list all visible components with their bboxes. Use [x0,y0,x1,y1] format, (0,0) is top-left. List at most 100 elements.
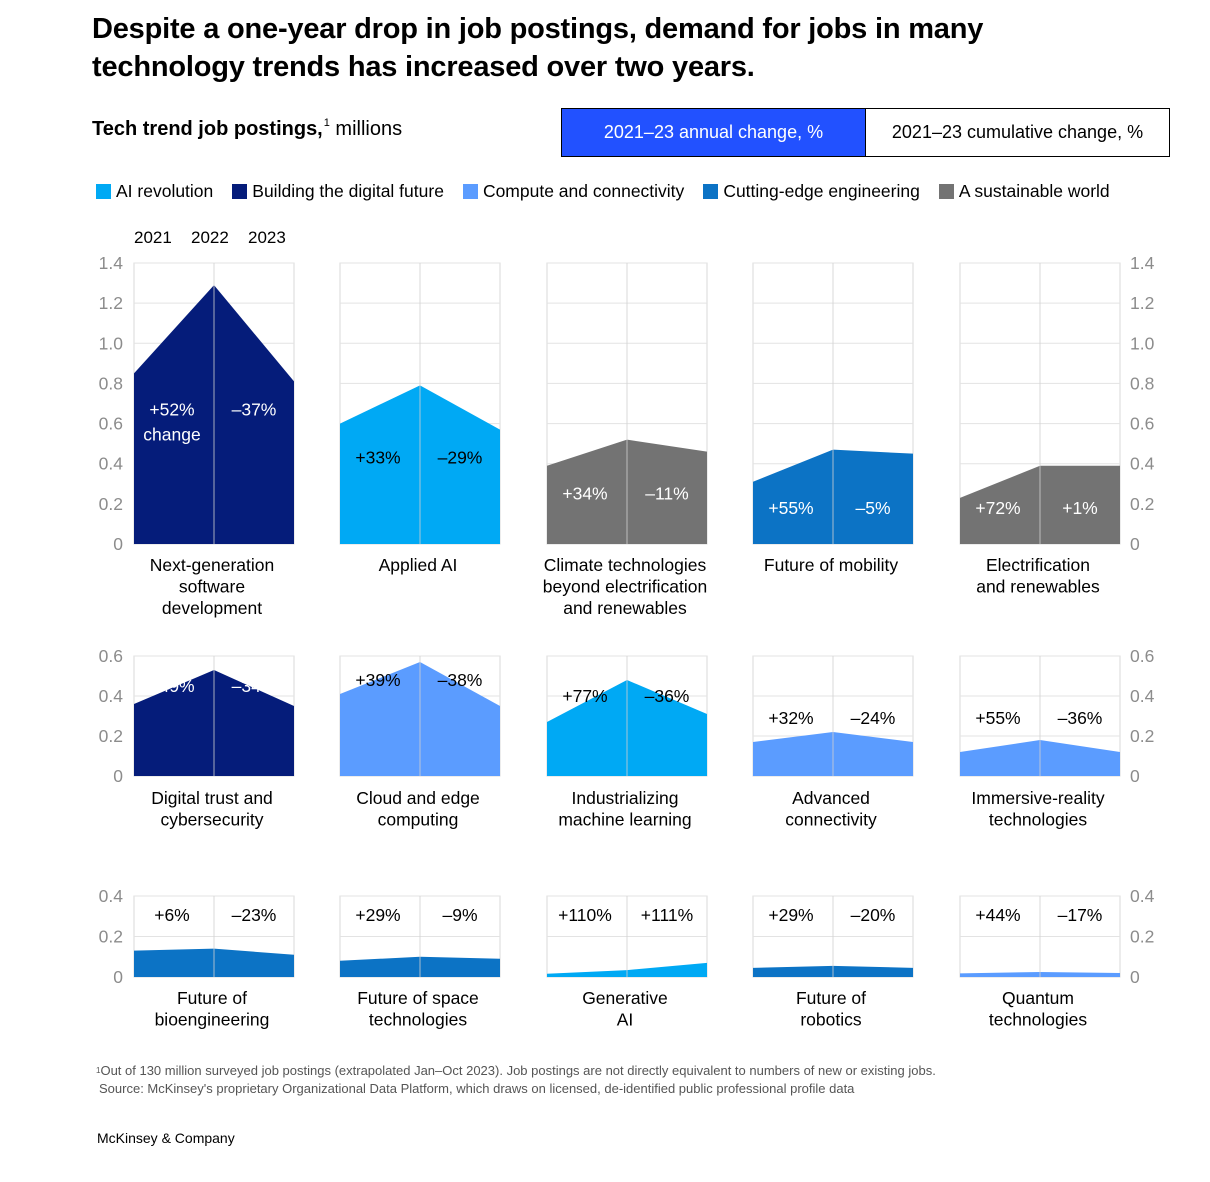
y-tick-label-right: 0.4 [1130,886,1155,906]
y-tick-label-right: 1.0 [1130,333,1155,353]
year-label-2022: 2022 [191,228,229,247]
legend-item-compute-connectivity: Compute and connectivity [462,181,685,202]
panel-name-label: cybersecurity [160,810,263,830]
y-tick-label-left: 0.2 [99,726,123,746]
change-label-2022-23: –9% [442,905,477,925]
change-label-2022-23: –11% [645,484,688,504]
panel-name-label: Future of space [357,988,479,1008]
change-label-2021-22: +72% [975,498,1020,518]
panel-name-label: machine learning [558,810,691,830]
change-label-2021-22: +29% [355,905,400,925]
y-tick-label-right: 1.2 [1130,293,1154,313]
legend: AI revolution Building the digital futur… [96,181,1129,202]
change-label-2021-22: +44% [975,905,1020,925]
panel-name-label: software [179,577,245,597]
panel-name-label: Quantum [1002,988,1074,1008]
y-tick-label-left: 0.4 [99,454,124,474]
legend-item-ai-revolution: AI revolution [96,181,213,202]
panel-name-label: Advanced [792,788,870,808]
change-label-2021-22: +39% [355,670,400,690]
y-tick-label-right: 0.8 [1130,373,1154,393]
change-label-2021-22: +32% [768,708,813,728]
y-tick-label-right: 1.4 [1130,253,1155,273]
y-tick-label-left: 0.6 [99,414,123,434]
change-label-2021-22: +29% [768,905,813,925]
change-label-2022-23: +111% [641,905,693,925]
change-label-2022-23: –5% [855,498,890,518]
change-label-2021-22: +77% [562,686,607,706]
area-generative-ai [547,962,707,977]
y-tick-label-left: 1.2 [99,293,123,313]
legend-item-sustainable-world: A sustainable world [938,181,1110,202]
change-label-2022-23: –38% [438,670,483,690]
change-label-2022-23: –20% [851,905,896,925]
panel-name-label: Future of [796,988,866,1008]
y-tick-label-right: 0.4 [1130,686,1155,706]
legend-item-building-digital-future: Building the digital future [232,181,444,202]
panel-name-label: AI [617,1010,634,1030]
panel-name-label: Electrification [986,555,1090,575]
legend-item-cutting-edge-engineering: Cutting-edge engineering [703,181,920,202]
panel-name-label: bioengineering [155,1010,270,1030]
y-tick-label-left: 0.2 [99,927,123,947]
footnote-line-1: 1Out of 130 million surveyed job posting… [96,1062,936,1080]
panel-name-label: computing [378,810,459,830]
y-tick-label-left: 0 [113,534,123,554]
brand-logo-text: McKinsey & Company [97,1130,235,1146]
small-multiples-chart: 0 0 0.2 0.2 0.4 0.4 0.6 0.6 0.8 0.8 1.0 1.0 1.2 1.2 1.… [99,253,1155,1030]
cumulative-change-button[interactable]: 2021–23 cumulative change, % [865,109,1169,156]
panel-name-label: technologies [989,810,1088,830]
panel-name-label: Digital trust and [151,788,273,808]
panel-name-label: robotics [800,1010,862,1030]
panel-name-label: and renewables [563,598,687,618]
panel-name-label: development [162,598,262,618]
change-label-2022-23: –29% [438,448,483,468]
change-label-2021-22: +34% [562,484,607,504]
panel-name-label: Generative [582,988,668,1008]
legend-label: Compute and connectivity [482,181,685,201]
panel-name-label: Climate technologies [544,555,707,575]
change-label-2021-22: +55% [768,498,813,518]
footnote-text: Out of 130 million surveyed job postings… [100,1063,936,1078]
change-label-2022-23: –24% [851,708,896,728]
chart-subtitle: Tech trend job postings,1 millions [92,117,403,141]
change-label-2021-22: +33% [355,448,400,468]
y-tick-label-right: 0.2 [1130,494,1154,514]
legend-label: A sustainable world [958,181,1110,201]
y-tick-label-right: 0 [1130,967,1140,987]
footnote: 1Out of 130 million surveyed job posting… [96,1062,936,1098]
change-label-2022-23: –23% [232,905,277,925]
change-label-2022-23: +1% [1062,498,1098,518]
y-tick-label-left: 0.4 [99,686,124,706]
panel-name-label: Cloud and edge [356,788,480,808]
y-tick-label-right: 0 [1130,534,1140,554]
panel-name-label: technologies [369,1010,468,1030]
y-tick-label-right: 0.2 [1130,726,1154,746]
y-tick-label-left: 0.4 [99,886,124,906]
change-label-2022-23: –37% [232,399,277,419]
panel-name-label: Immersive-reality [971,788,1104,808]
legend-label: AI revolution [116,181,214,201]
y-tick-label-left: 0.6 [99,646,123,666]
change-label-2021-22: +55% [975,708,1020,728]
legend-label: Cutting-edge engineering [723,181,920,201]
footnote-marker: 1 [96,1066,101,1075]
y-tick-label-right: 0.4 [1130,454,1155,474]
change-label-2022-23: –36% [645,686,690,706]
panel-name-label: Applied AI [379,555,458,575]
annual-change-button[interactable]: 2021–23 annual change, % [562,109,865,156]
y-tick-label-left: 0.2 [99,494,123,514]
change-label-2021-22: +52% [149,399,194,419]
y-tick-label-right: 0.6 [1130,414,1154,434]
y-tick-label-left: 0 [113,967,123,987]
legend-swatch [462,184,478,199]
legend-swatch [96,184,111,199]
legend-swatch [703,184,719,199]
subtitle-unit: millions [329,118,403,140]
y-tick-label-left: 1.0 [99,333,124,353]
y-tick-label-left: 0.8 [99,373,123,393]
panel-name-label: Future of [177,988,247,1008]
change-word-label: change [143,424,200,444]
change-type-toggle[interactable]: 2021–23 annual change, % 2021–23 cumulat… [561,108,1170,157]
panel-name-label: Next-generation [150,555,275,575]
